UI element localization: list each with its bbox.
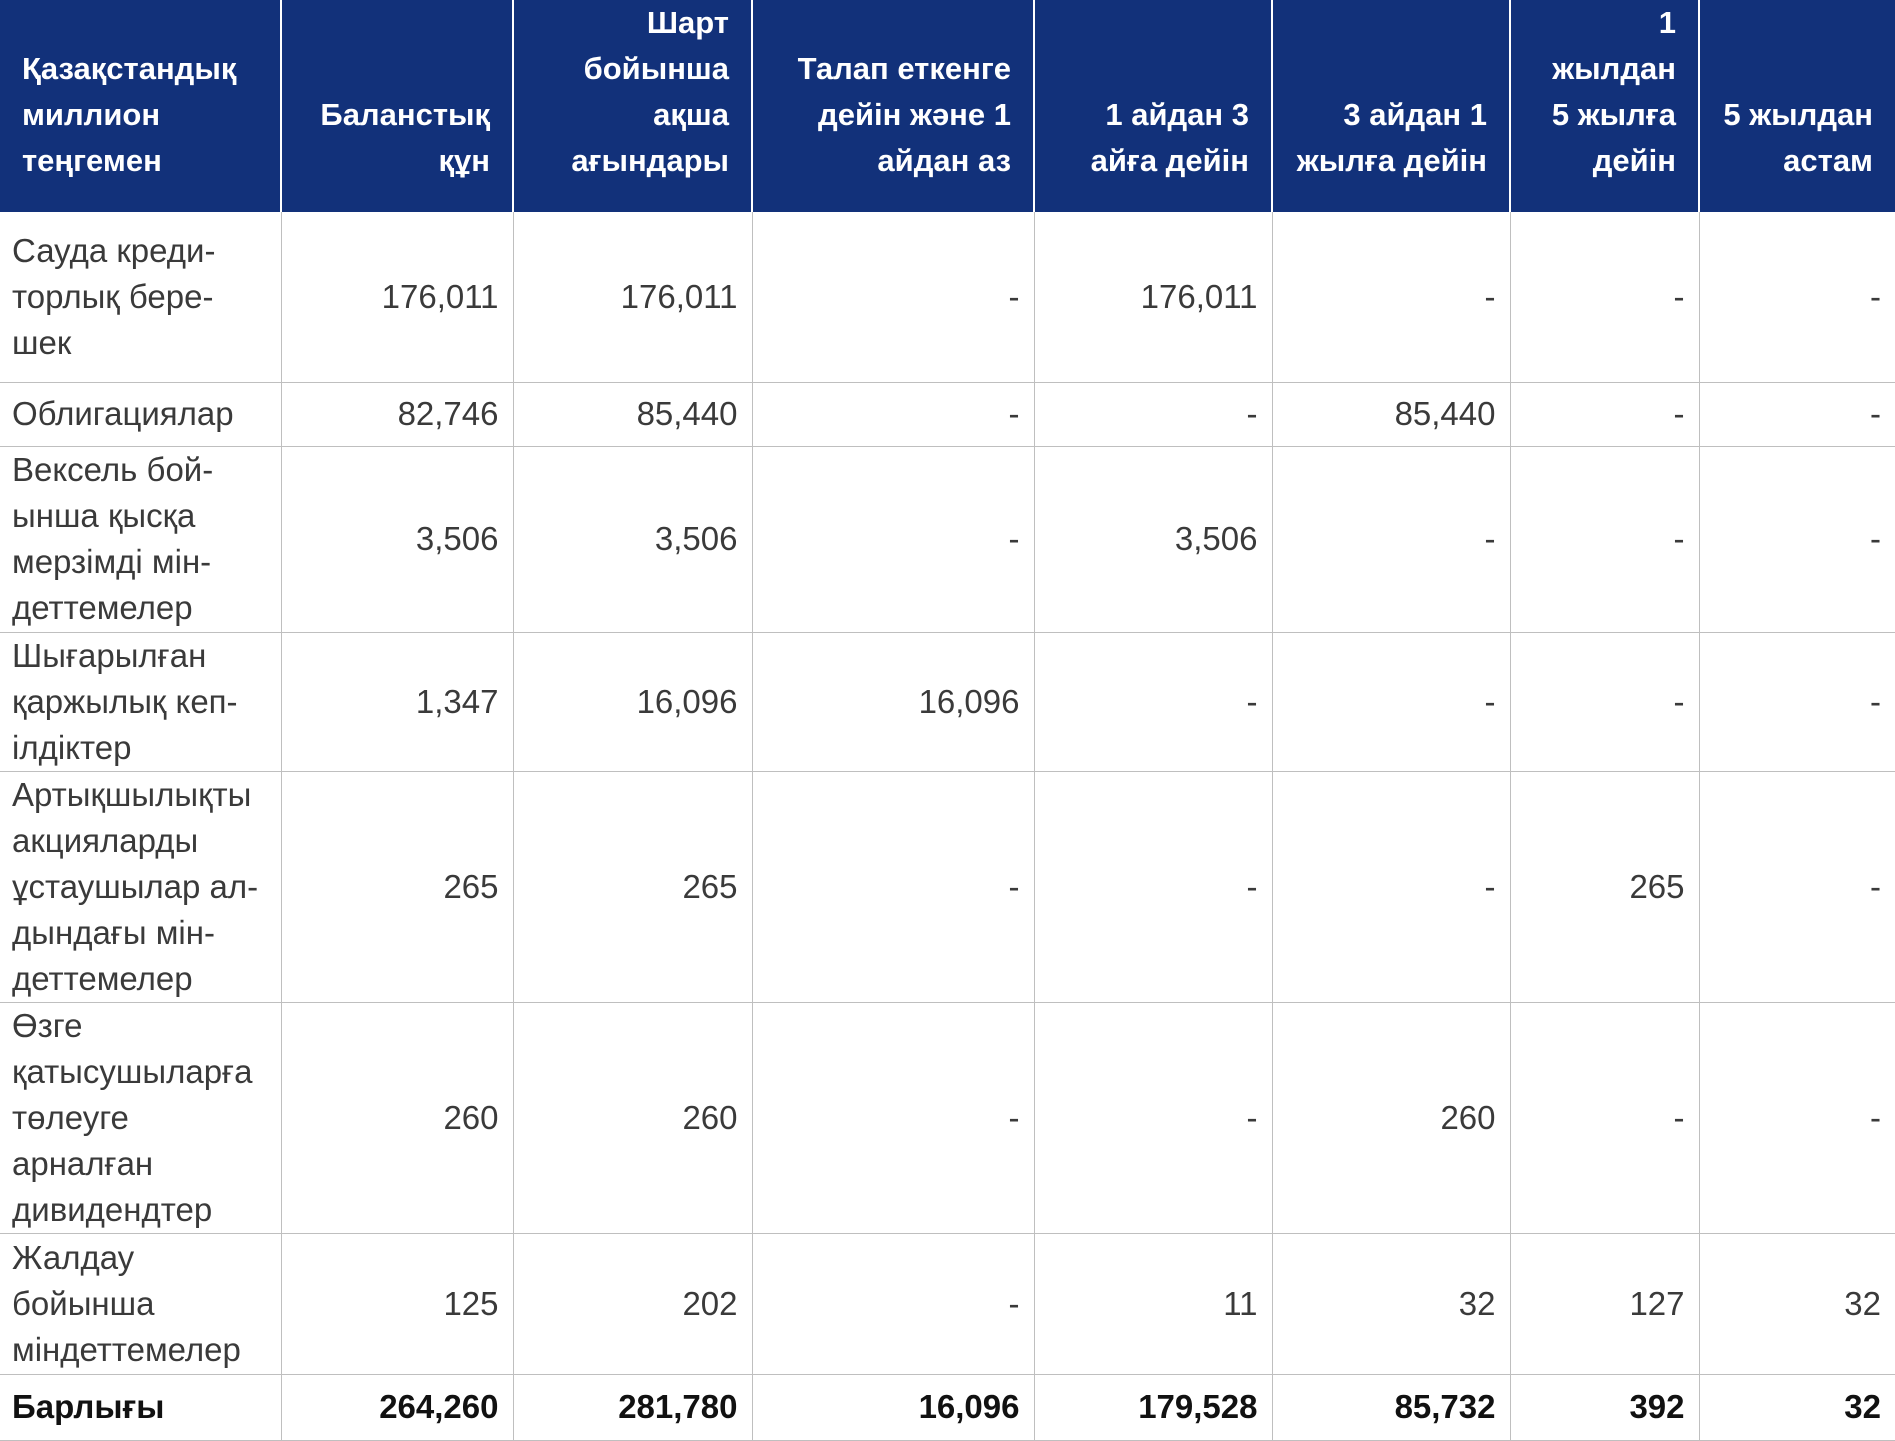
header-1-3-months: 1 айдан 3 айға дейін: [1034, 0, 1273, 212]
header-3-12-months: 3 айдан 1 жылға дейін: [1272, 0, 1511, 212]
table-cell: 176,011: [1034, 212, 1273, 383]
table-cell: 260: [1272, 1002, 1511, 1234]
row-label: Облигациялар: [0, 382, 282, 447]
table-cell: -: [752, 382, 1035, 447]
total-label: Барлығы: [0, 1374, 282, 1441]
table-cell: -: [1272, 446, 1511, 633]
row-label: Шығарылған қаржылық кеп-ілдіктер: [0, 632, 282, 772]
table-cell: 32: [1272, 1233, 1511, 1375]
table-cell: -: [1510, 1002, 1700, 1234]
table-cell: 3,506: [513, 446, 753, 633]
table-cell: -: [1272, 632, 1511, 772]
table-cell: -: [1510, 212, 1700, 383]
table-cell: -: [1699, 382, 1895, 447]
table-cell: -: [1272, 212, 1511, 383]
table-cell: 85,440: [513, 382, 753, 447]
table-cell: 176,011: [513, 212, 753, 383]
table-cell: -: [1510, 382, 1700, 447]
total-cell: 32: [1699, 1374, 1895, 1441]
total-cell: 392: [1510, 1374, 1700, 1441]
header-contractual-cash-flows: Шарт бойынша ақша ағындары: [513, 0, 753, 212]
table-cell: 125: [281, 1233, 514, 1375]
total-cell: 281,780: [513, 1374, 753, 1441]
table-cell: -: [1699, 1002, 1895, 1234]
table-cell: -: [1034, 382, 1273, 447]
table-cell: -: [1699, 446, 1895, 633]
header-over-5-years: 5 жылдан астам: [1699, 0, 1895, 212]
total-row: Барлығы 264,260 281,780 16,096 179,528 8…: [0, 1374, 1895, 1441]
header-on-demand: Талап еткенге дейін және 1 айдан аз: [752, 0, 1035, 212]
table-cell: -: [1510, 632, 1700, 772]
row-label: Сауда креди-торлық бере-шек: [0, 212, 282, 383]
table-cell: 32: [1699, 1233, 1895, 1375]
table-cell: -: [752, 1233, 1035, 1375]
table-row: Облигациялар 82,746 85,440 - - 85,440 - …: [0, 382, 1895, 447]
total-cell: 85,732: [1272, 1374, 1511, 1441]
table-cell: -: [752, 1002, 1035, 1234]
table-cell: 127: [1510, 1233, 1700, 1375]
table-cell: -: [752, 212, 1035, 383]
table-cell: 16,096: [752, 632, 1035, 772]
header-1-5-years: 1 жылдан 5 жылға дейін: [1510, 0, 1700, 212]
table-cell: 16,096: [513, 632, 753, 772]
row-label: Вексель бой-ынша қысқа мерзімді мін-детт…: [0, 446, 282, 633]
total-cell: 264,260: [281, 1374, 514, 1441]
row-label: Өзге қатысушыларға төлеуге арналған диви…: [0, 1002, 282, 1234]
table-cell: -: [1272, 771, 1511, 1003]
table-cell: -: [1699, 212, 1895, 383]
table-cell: -: [1034, 771, 1273, 1003]
table-cell: 3,506: [281, 446, 514, 633]
row-label: Артықшылықты акцияларды ұстаушылар ал-ды…: [0, 771, 282, 1003]
table-row: Вексель бой-ынша қысқа мерзімді мін-детт…: [0, 446, 1895, 633]
table-cell: 11: [1034, 1233, 1273, 1375]
table-row: Жалдау бойынша міндеттемелер 125 202 - 1…: [0, 1233, 1895, 1375]
table-cell: 265: [281, 771, 514, 1003]
table-row: Шығарылған қаржылық кеп-ілдіктер 1,347 1…: [0, 632, 1895, 772]
table-cell: -: [1034, 632, 1273, 772]
table-cell: 265: [513, 771, 753, 1003]
table-cell: -: [1699, 771, 1895, 1003]
header-carrying-amount: Баланстық құн: [281, 0, 514, 212]
table-row: Сауда креди-торлық бере-шек 176,011 176,…: [0, 212, 1895, 383]
table-cell: -: [752, 771, 1035, 1003]
table-row: Артықшылықты акцияларды ұстаушылар ал-ды…: [0, 771, 1895, 1003]
total-cell: 179,528: [1034, 1374, 1273, 1441]
table-row: Өзге қатысушыларға төлеуге арналған диви…: [0, 1002, 1895, 1234]
table-cell: -: [1510, 446, 1700, 633]
header-unit: Қазақстандық миллион теңгемен: [0, 0, 282, 212]
table-cell: -: [1699, 632, 1895, 772]
table-cell: 3,506: [1034, 446, 1273, 633]
table-cell: -: [1034, 1002, 1273, 1234]
table-header-row: Қазақстандық миллион теңгемен Баланстық …: [0, 0, 1895, 212]
table-cell: 265: [1510, 771, 1700, 1003]
row-label: Жалдау бойынша міндеттемелер: [0, 1233, 282, 1375]
total-cell: 16,096: [752, 1374, 1035, 1441]
table-cell: 82,746: [281, 382, 514, 447]
table-cell: 176,011: [281, 212, 514, 383]
table-cell: 202: [513, 1233, 753, 1375]
table-cell: 85,440: [1272, 382, 1511, 447]
table-cell: -: [752, 446, 1035, 633]
table-cell: 260: [513, 1002, 753, 1234]
table-cell: 260: [281, 1002, 514, 1234]
table-cell: 1,347: [281, 632, 514, 772]
